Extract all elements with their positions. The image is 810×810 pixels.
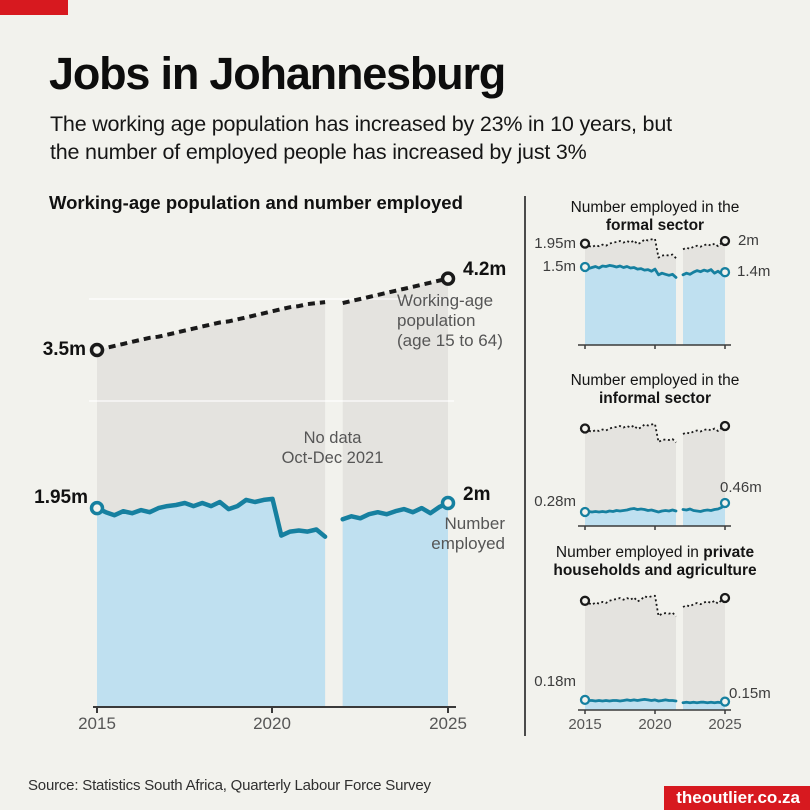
brand-link[interactable]: theoutlier.co.za	[664, 786, 810, 810]
employed-series-label: Number employed	[431, 514, 505, 554]
private-x-tick-2025: 2025	[708, 716, 742, 733]
main-population-start-value: 3.5m	[42, 339, 86, 360]
main-x-tick-2020: 2020	[253, 714, 291, 733]
informal-chart-title: Number employed in the informal sector	[533, 372, 777, 408]
formal-sector-chart	[578, 235, 731, 349]
subtitle-line-2: the number of employed people has increa…	[50, 140, 587, 164]
private-chart-title-regular: Number employed in	[555, 544, 699, 561]
subtitle-line-1: The working age population has increased…	[50, 112, 672, 136]
formal-chart-title-bold: formal sector	[605, 217, 705, 234]
source-credit: Source: Statistics South Africa, Quarter…	[28, 777, 431, 794]
private-x-tick-2015: 2015	[568, 716, 602, 733]
main-employed-end-value: 2m	[463, 484, 491, 505]
informal-end-value: 0.46m	[720, 479, 762, 496]
formal-start-value: 1.5m	[542, 258, 576, 275]
main-x-tick-2025: 2025	[429, 714, 467, 733]
formal-end-value: 1.4m	[737, 263, 771, 280]
no-data-note-line-2: Oct-Dec 2021	[281, 449, 384, 467]
private-start-value: 0.18m	[534, 673, 576, 690]
formal-total-start-value: 1.95m	[534, 235, 576, 252]
no-data-note-line-1: No data	[303, 429, 362, 447]
informal-chart-title-regular: Number employed in the	[570, 372, 740, 389]
private-households-chart	[578, 592, 731, 714]
private-end-value: 0.15m	[729, 685, 771, 702]
formal-chart-title-regular: Number employed in the	[570, 199, 740, 216]
population-series-label: Working-age population (age 15 to 64)	[397, 291, 503, 351]
private-x-tick-2020: 2020	[638, 716, 672, 733]
main-employed-start-value: 1.95m	[34, 487, 88, 508]
private-chart-title: Number employed in private households an…	[533, 544, 777, 580]
formal-total-end-value: 2m	[738, 232, 759, 249]
vertical-divider	[524, 196, 526, 736]
page-title: Jobs in Johannesburg	[49, 48, 506, 99]
informal-chart-title-bold: informal sector	[599, 390, 711, 407]
formal-chart-title: Number employed in the formal sector	[533, 199, 777, 235]
informal-sector-chart	[578, 420, 731, 530]
main-population-end-value: 4.2m	[463, 259, 507, 280]
main-x-tick-2015: 2015	[78, 714, 116, 733]
informal-start-value: 0.28m	[534, 493, 576, 510]
main-chart	[89, 271, 456, 713]
accent-bar	[0, 0, 68, 15]
main-chart-title: Working-age population and number employ…	[49, 192, 463, 213]
private-chart-title-bold: private households and agriculture	[553, 544, 757, 579]
